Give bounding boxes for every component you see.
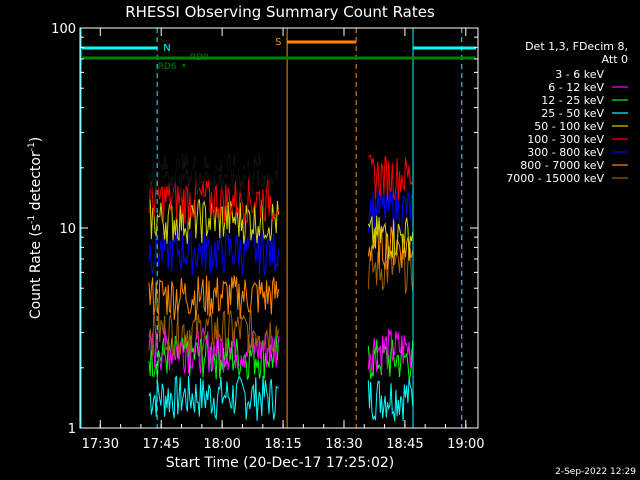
series-line-3-6-top xyxy=(148,162,278,178)
data-layer xyxy=(148,152,414,422)
x-axis: 17:30 17:45 18:00 18:15 18:30 18:45 19:00 xyxy=(82,28,485,452)
series-line xyxy=(148,228,280,276)
legend-label: 300 - 800 keV xyxy=(527,146,604,159)
x-tick-label: 18:30 xyxy=(325,437,362,452)
y-label-sup-2: -1 xyxy=(27,142,37,151)
y-tick-label: 1 xyxy=(68,422,76,437)
rd6-label: RD6 xyxy=(158,62,177,72)
x-tick-label: 19:00 xyxy=(447,437,484,452)
series-line xyxy=(148,309,280,356)
y-axis-label: Count Rate (s-1 detector-1) xyxy=(27,137,44,319)
x-tick-label: 18:00 xyxy=(203,437,240,452)
x-axis-label: Start Time (20-Dec-17 17:25:02) xyxy=(166,455,394,471)
series-line xyxy=(148,178,280,224)
series-line xyxy=(367,377,414,422)
series-line xyxy=(148,152,280,199)
legend-label: 100 - 300 keV xyxy=(527,133,604,146)
overlay-layer: N S RD0 RD6 xyxy=(80,28,476,428)
y-label-text-1: Count Rate (s xyxy=(28,224,44,319)
rd0-label: RD0 xyxy=(190,53,209,63)
rd6-marker xyxy=(182,64,186,67)
x-tick-label: 17:30 xyxy=(82,437,119,452)
series-line xyxy=(148,275,280,321)
series-line xyxy=(367,215,414,261)
y-tick-label: 10 xyxy=(59,222,76,237)
chart-title: RHESSI Observing Summary Count Rates xyxy=(125,3,435,21)
x-tick-label: 18:45 xyxy=(386,437,423,452)
series-line xyxy=(367,188,414,234)
night-label: N xyxy=(163,43,170,54)
legend-label: 25 - 50 keV xyxy=(541,107,604,120)
y-label-sup-1: -1 xyxy=(27,215,37,224)
legend-label: 3 - 6 keV xyxy=(555,68,604,81)
y-label-text-3: ) xyxy=(28,137,44,142)
series-line xyxy=(367,328,414,374)
legend-label: 6 - 12 keV xyxy=(548,81,604,94)
series-line xyxy=(367,248,414,294)
legend-label: 12 - 25 keV xyxy=(541,94,604,107)
y-axis: 1 10 100 xyxy=(51,22,478,437)
legend-header: Det 1,3, FDecim 8, xyxy=(525,40,628,53)
series-line xyxy=(367,225,414,270)
legend-header: Att 0 xyxy=(602,53,628,66)
legend-label: 800 - 7000 keV xyxy=(520,159,604,172)
x-tick-label: 17:45 xyxy=(142,437,179,452)
y-label-text-2: detector xyxy=(28,151,44,215)
legend-label: 7000 - 15000 keV xyxy=(506,172,604,185)
y-tick-label: 100 xyxy=(51,22,76,37)
series-line xyxy=(148,375,279,421)
series-line xyxy=(368,154,414,201)
saa-label: S xyxy=(275,37,281,48)
timestamp: 2-Sep-2022 12:29 xyxy=(555,467,636,477)
legend-label: 50 - 100 keV xyxy=(534,120,604,133)
x-tick-label: 18:15 xyxy=(264,437,301,452)
